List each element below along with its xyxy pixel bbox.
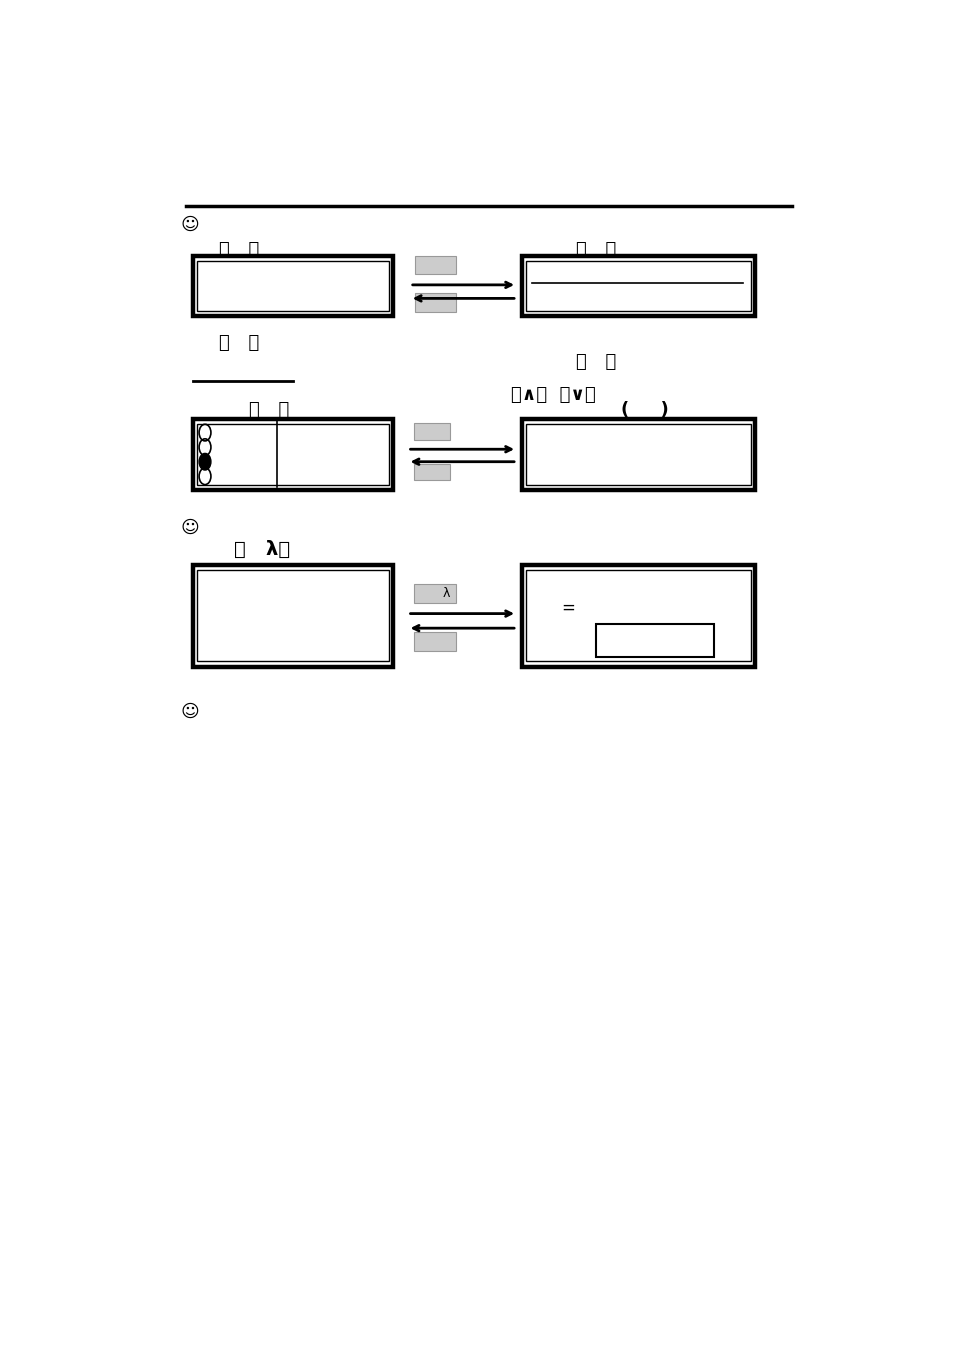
Bar: [415, 255, 456, 274]
Bar: [521, 419, 755, 490]
Text: :: :: [640, 627, 645, 642]
Bar: [413, 632, 456, 651]
Text: 【∧】  【∨】: 【∧】 【∨】: [511, 386, 596, 404]
Bar: [413, 463, 450, 481]
Bar: [413, 423, 450, 440]
Text: ☺: ☺: [180, 519, 198, 538]
Text: 【   】: 【 】: [219, 334, 259, 353]
Text: ☺: ☺: [180, 216, 198, 234]
Bar: [521, 255, 755, 316]
Bar: [415, 293, 456, 312]
Bar: [193, 565, 393, 666]
Bar: [193, 419, 393, 490]
Text: =: =: [560, 598, 575, 616]
Circle shape: [199, 454, 211, 470]
Bar: [525, 424, 751, 485]
Bar: [521, 565, 755, 666]
Text: 【   】: 【 】: [576, 353, 616, 372]
Text: 【   】: 【 】: [219, 240, 259, 258]
Bar: [196, 570, 389, 662]
Text: 【   】: 【 】: [576, 240, 616, 258]
Bar: [193, 255, 393, 316]
Bar: [196, 261, 389, 311]
Bar: [196, 424, 389, 485]
Bar: [596, 624, 714, 658]
Text: λ: λ: [442, 588, 450, 600]
Bar: [413, 585, 456, 603]
Text: ☺: ☺: [180, 703, 198, 720]
Text: 【   】: 【 】: [249, 401, 289, 419]
Text: 【   λ】: 【 λ】: [233, 539, 290, 558]
Bar: [525, 261, 751, 311]
Bar: [525, 570, 751, 662]
Text: (     ): ( ): [619, 401, 668, 419]
